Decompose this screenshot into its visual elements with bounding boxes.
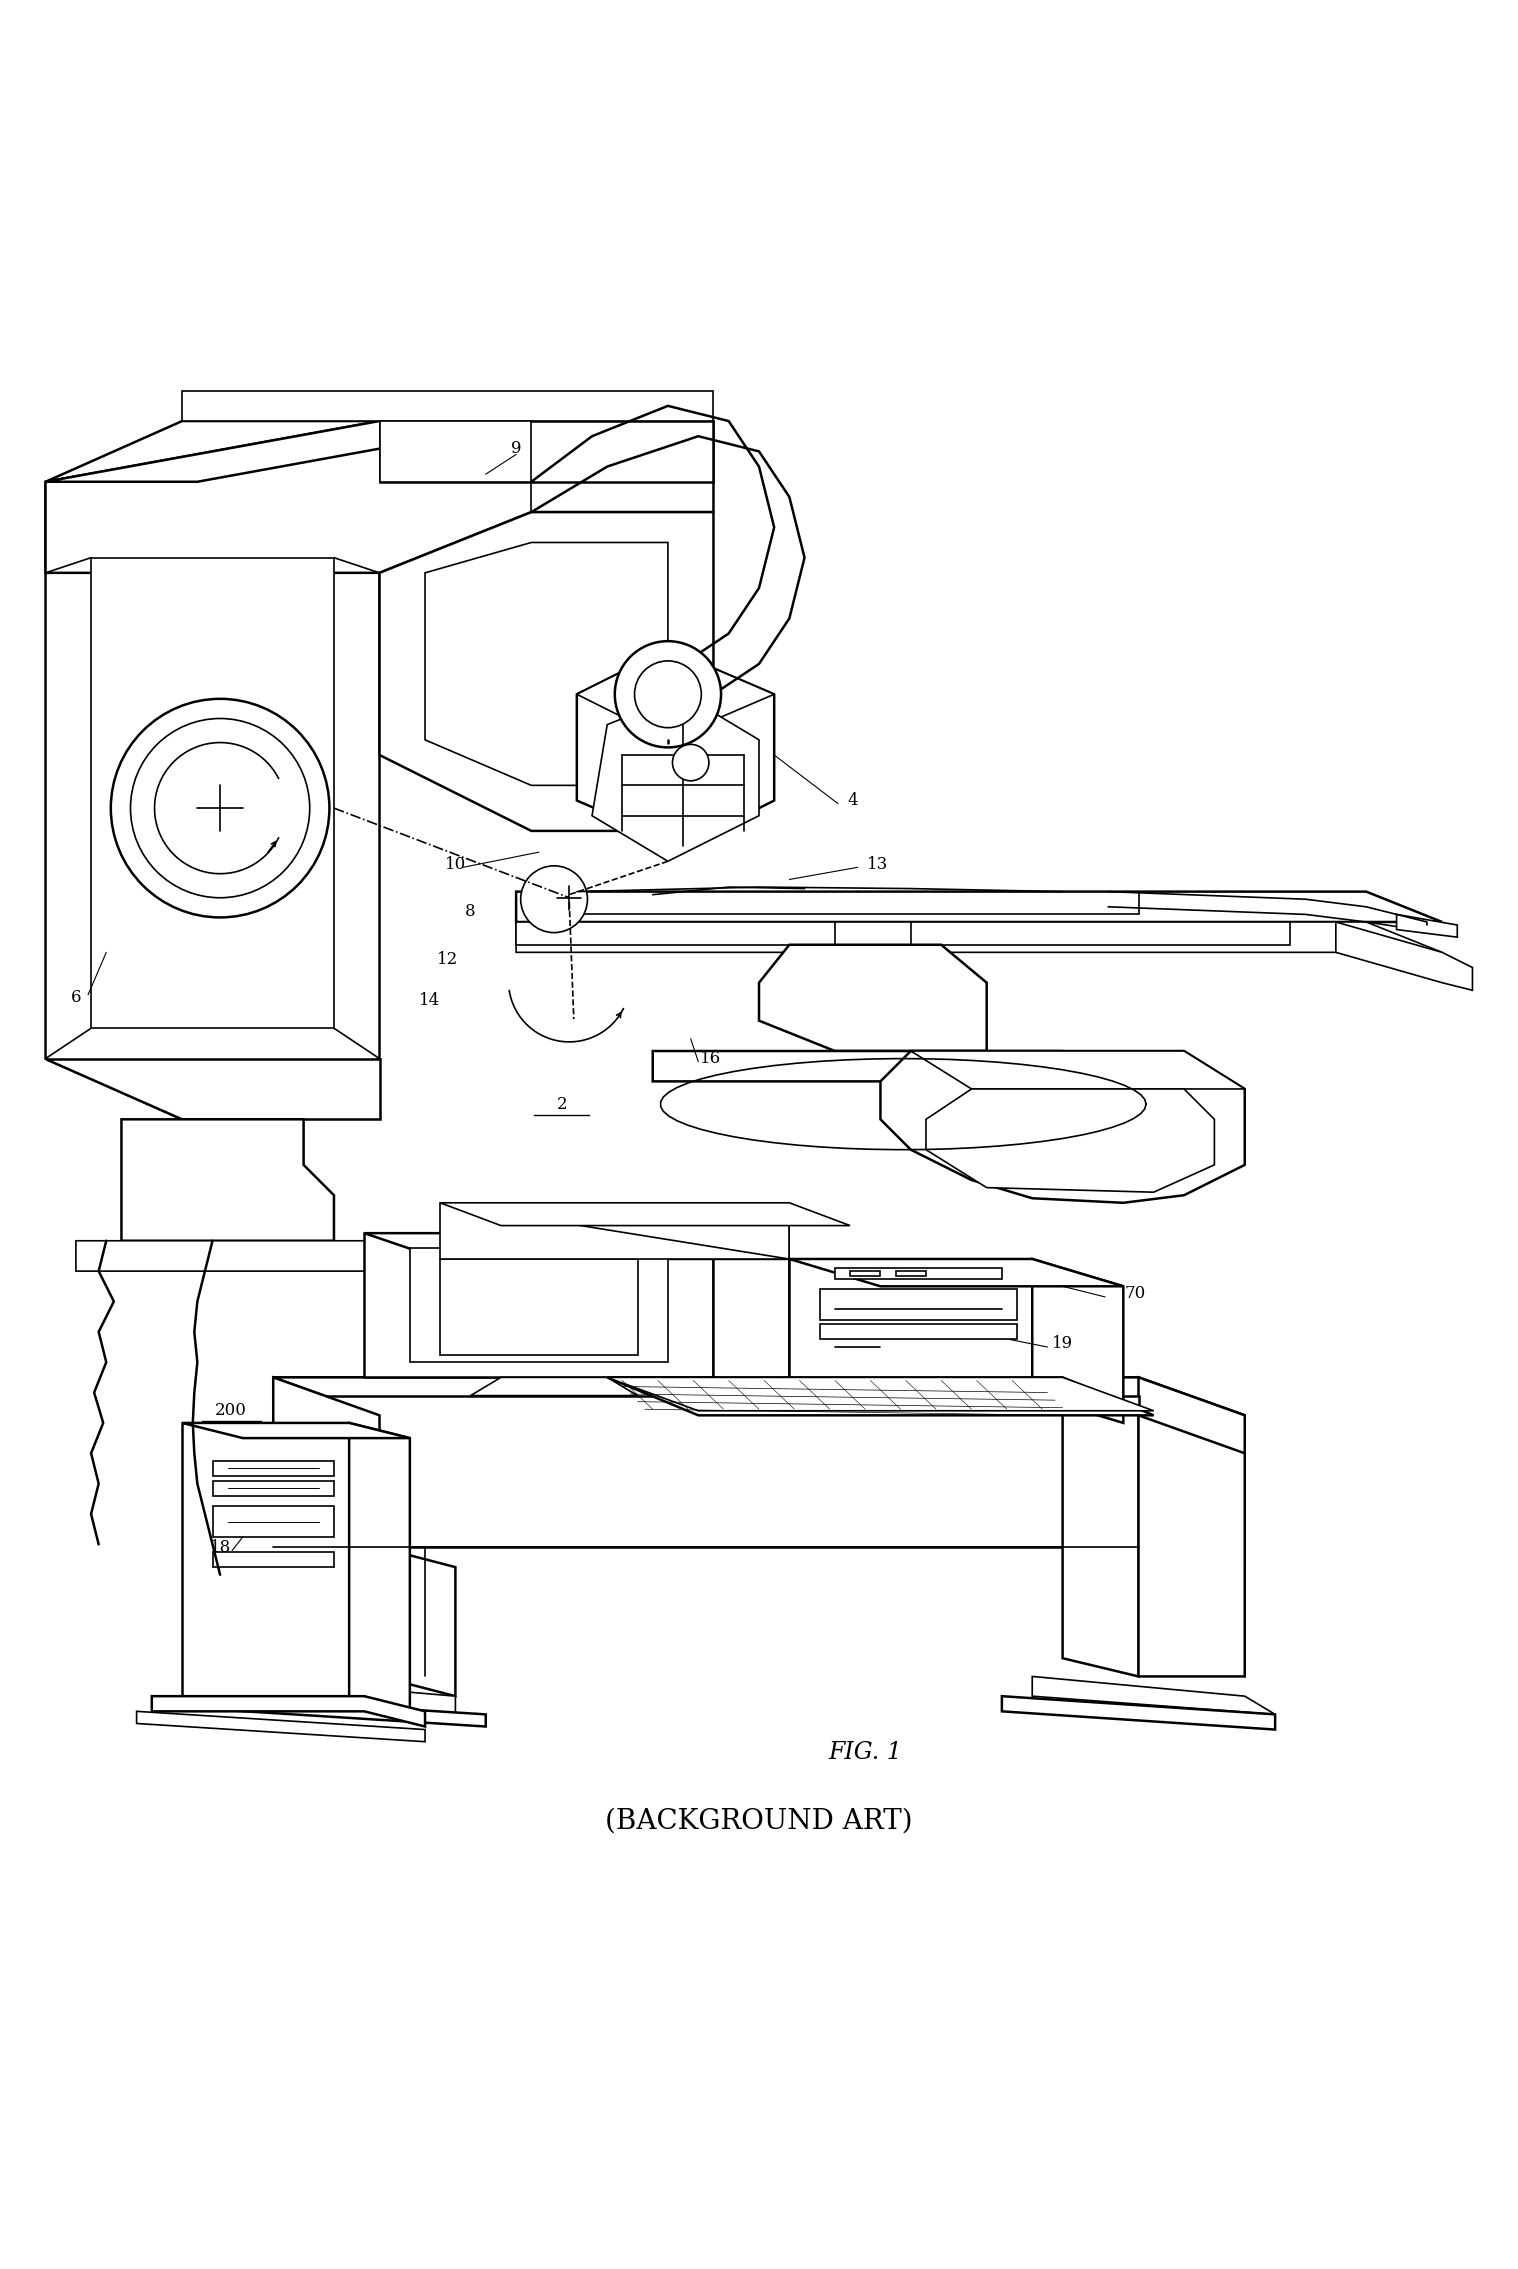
Polygon shape	[759, 944, 987, 1051]
Polygon shape	[880, 1051, 1245, 1203]
Polygon shape	[380, 513, 713, 830]
Polygon shape	[380, 1547, 455, 1697]
Polygon shape	[471, 1377, 638, 1395]
Text: 200: 200	[216, 1402, 246, 1420]
Polygon shape	[364, 1232, 789, 1259]
Text: (BACKGROUND ART): (BACKGROUND ART)	[606, 1806, 912, 1833]
Polygon shape	[152, 1697, 425, 1727]
Polygon shape	[592, 694, 759, 862]
Polygon shape	[273, 1377, 380, 1568]
Polygon shape	[91, 558, 334, 1028]
Polygon shape	[46, 422, 713, 572]
Polygon shape	[273, 1395, 1138, 1547]
Polygon shape	[577, 649, 774, 740]
Polygon shape	[364, 1232, 713, 1377]
Polygon shape	[713, 1232, 789, 1400]
Polygon shape	[121, 1119, 334, 1241]
Polygon shape	[1138, 1377, 1245, 1568]
Text: 16: 16	[700, 1051, 721, 1066]
Text: 14: 14	[419, 992, 440, 1010]
Text: 12: 12	[437, 951, 458, 969]
Polygon shape	[653, 1051, 1154, 1105]
Polygon shape	[820, 1289, 1017, 1321]
Circle shape	[111, 699, 329, 917]
Text: FIG. 1: FIG. 1	[829, 1740, 902, 1763]
Polygon shape	[440, 1203, 789, 1259]
Polygon shape	[516, 892, 1442, 921]
Polygon shape	[182, 1423, 349, 1697]
Polygon shape	[46, 422, 531, 481]
Polygon shape	[213, 1482, 334, 1495]
Polygon shape	[440, 1203, 850, 1225]
Polygon shape	[440, 1259, 638, 1355]
Polygon shape	[273, 1377, 1245, 1434]
Polygon shape	[1032, 1259, 1123, 1423]
Polygon shape	[789, 1259, 1123, 1287]
Polygon shape	[425, 542, 668, 785]
Text: 18: 18	[209, 1538, 231, 1557]
Polygon shape	[197, 1697, 486, 1727]
Text: 6: 6	[71, 989, 80, 1007]
Polygon shape	[1397, 914, 1457, 937]
Polygon shape	[516, 921, 1442, 953]
Polygon shape	[349, 1423, 410, 1711]
Text: 70: 70	[1125, 1287, 1146, 1302]
Polygon shape	[1063, 1395, 1138, 1677]
Polygon shape	[835, 1268, 1002, 1280]
Polygon shape	[76, 1241, 410, 1271]
Polygon shape	[213, 1507, 334, 1536]
Polygon shape	[607, 1377, 1154, 1411]
Text: 10: 10	[445, 855, 466, 874]
Text: 2: 2	[557, 1096, 566, 1112]
Text: 13: 13	[867, 855, 888, 874]
Polygon shape	[1002, 1697, 1275, 1729]
Circle shape	[131, 719, 310, 899]
Circle shape	[672, 744, 709, 781]
Polygon shape	[182, 1423, 410, 1439]
Polygon shape	[273, 1377, 1245, 1416]
Polygon shape	[137, 1711, 425, 1743]
Text: 4: 4	[849, 792, 858, 810]
Circle shape	[521, 867, 587, 933]
Polygon shape	[380, 422, 713, 481]
Polygon shape	[577, 892, 1138, 914]
Polygon shape	[896, 1271, 926, 1275]
Polygon shape	[516, 921, 835, 944]
Polygon shape	[911, 921, 1290, 944]
Polygon shape	[213, 1461, 334, 1477]
Polygon shape	[380, 422, 531, 481]
Polygon shape	[1336, 921, 1472, 989]
Polygon shape	[46, 422, 380, 1119]
Polygon shape	[1138, 1416, 1245, 1677]
Circle shape	[635, 660, 701, 728]
Polygon shape	[820, 1325, 1017, 1339]
Text: 8: 8	[466, 903, 475, 919]
Text: 9: 9	[512, 440, 521, 456]
Circle shape	[615, 642, 721, 747]
Polygon shape	[789, 1259, 1032, 1395]
Polygon shape	[410, 1248, 668, 1361]
Polygon shape	[926, 1089, 1214, 1191]
Polygon shape	[850, 1271, 880, 1275]
Polygon shape	[607, 1377, 1154, 1416]
Polygon shape	[577, 649, 774, 846]
Polygon shape	[1032, 1677, 1275, 1715]
Polygon shape	[440, 1203, 789, 1259]
Text: 19: 19	[1052, 1336, 1073, 1352]
Polygon shape	[213, 1552, 334, 1568]
Polygon shape	[182, 390, 713, 422]
Polygon shape	[46, 1060, 380, 1119]
Polygon shape	[911, 1051, 1245, 1089]
Polygon shape	[228, 1677, 455, 1715]
Polygon shape	[273, 1547, 380, 1677]
